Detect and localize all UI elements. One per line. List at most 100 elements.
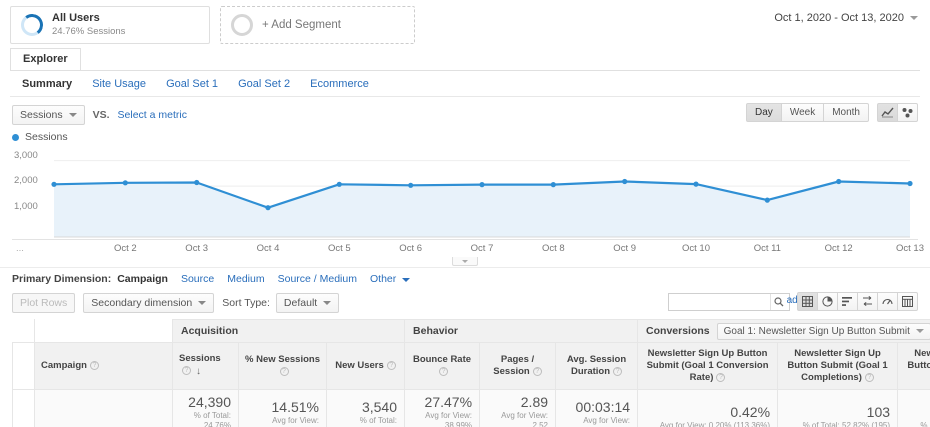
help-icon[interactable]: ?	[864, 372, 874, 382]
summary-new-sessions-pct: 14.51% Avg for View:26.59% (-45.43%)	[238, 388, 327, 427]
sessions-line-chart[interactable]: 3,000 2,000 1,000	[12, 147, 918, 239]
goal-selector-dropdown[interactable]: Goal 1: Newsletter Sign Up Button Submit	[716, 322, 930, 340]
dimension-campaign[interactable]: Campaign	[117, 273, 168, 285]
segment-all-users[interactable]: All Users 24.76% Sessions	[10, 6, 210, 44]
x-axis-tick-oct-6: Oct 6	[399, 243, 423, 254]
subtab-goal-set-2[interactable]: Goal Set 2	[238, 78, 291, 90]
pie-view-icon[interactable]	[817, 292, 838, 311]
subtab-goal-set-1[interactable]: Goal Set 1	[166, 78, 219, 90]
summary-avg-duration-value: 00:03:14	[575, 398, 631, 415]
chart-canvas	[51, 160, 913, 238]
segment-title: All Users	[52, 12, 100, 25]
primary-dimension-label: Primary Dimension:	[12, 273, 112, 285]
summary-checkbox-cell	[12, 388, 35, 427]
segment-donut-icon	[21, 14, 43, 36]
help-icon[interactable]: ?	[182, 366, 191, 375]
pivot-view-icon[interactable]	[897, 292, 918, 311]
column-header-campaign[interactable]: Campaign?	[34, 342, 173, 390]
campaign-data-table: Acquisition Behavior Conversions Goal 1:…	[12, 319, 930, 427]
legend-series-label: Sessions	[25, 131, 68, 143]
table-view-icon[interactable]	[797, 292, 818, 311]
table-column-header-row: Campaign? Sessions? ↓ % New Sessions? New…	[12, 342, 930, 390]
column-label-pages-session: Pages / Session	[493, 353, 535, 377]
dimension-source-medium[interactable]: Source / Medium	[277, 273, 357, 285]
dimension-medium[interactable]: Medium	[227, 273, 265, 285]
sort-type-label: Sort Type:	[222, 297, 270, 309]
primary-metric-dropdown[interactable]: Sessions	[12, 105, 85, 125]
x-axis-tick-oct-3: Oct 3	[185, 243, 209, 254]
summary-sessions: 24,390 % of Total:24.76% (98,519)	[172, 388, 239, 427]
subtab-summary[interactable]: Summary	[22, 78, 73, 90]
summary-new-users-value: 3,540	[361, 398, 398, 415]
chart-collapse-handle[interactable]	[452, 257, 478, 266]
explorer-tab-bar: Explorer	[0, 47, 930, 71]
column-label-goal-value: Newsletter Sign Up Button Submit (Goal 1…	[907, 348, 930, 371]
summary-goal-conversion-rate: 0.42% Avg for View: 0.20% (113.36%)	[637, 388, 779, 427]
column-header-sessions[interactable]: Sessions? ↓	[172, 342, 239, 390]
column-header-goal-completions[interactable]: Newsletter Sign Up Button Submit (Goal 1…	[777, 342, 899, 390]
sort-desc-icon: ↓	[196, 366, 201, 377]
subtab-ecommerce[interactable]: Ecommerce	[310, 78, 369, 90]
column-header-pages-session[interactable]: Pages / Session?	[479, 342, 557, 390]
comparison-view-icon[interactable]	[857, 292, 878, 311]
column-label-sessions: Sessions	[179, 353, 221, 365]
help-icon[interactable]: ?	[439, 366, 449, 376]
granularity-day[interactable]: Day	[746, 103, 782, 122]
group-header-conversions: Conversions Goal 1: Newsletter Sign Up B…	[637, 319, 930, 343]
table-search	[668, 293, 790, 311]
help-icon[interactable]: ?	[613, 366, 623, 376]
date-range-label: Oct 1, 2020 - Oct 13, 2020	[774, 12, 904, 24]
chart-toggle-group: Day Week Month	[746, 103, 918, 122]
column-header-bounce-rate[interactable]: Bounce Rate?	[404, 342, 481, 390]
granularity-week[interactable]: Week	[780, 103, 825, 122]
date-range-picker[interactable]: Oct 1, 2020 - Oct 13, 2020	[774, 12, 918, 24]
dimension-other[interactable]: Other	[370, 273, 411, 285]
column-header-avg-duration[interactable]: Avg. Session Duration?	[555, 342, 639, 390]
help-icon[interactable]: ?	[279, 366, 289, 376]
search-icon[interactable]	[770, 294, 787, 310]
column-header-new-sessions-pct[interactable]: % New Sessions?	[238, 342, 327, 390]
bar-view-icon[interactable]	[837, 292, 858, 311]
add-segment-button[interactable]: + Add Segment	[220, 6, 415, 44]
column-label-goal-completions: Newsletter Sign Up Button Submit (Goal 1…	[787, 348, 888, 383]
help-icon[interactable]: ?	[532, 366, 542, 376]
vs-label: VS.	[92, 109, 110, 121]
subtab-site-usage[interactable]: Site Usage	[92, 78, 147, 90]
search-box[interactable]	[668, 293, 790, 311]
performance-view-icon[interactable]	[877, 292, 898, 311]
chevron-down-icon	[68, 113, 77, 117]
select-metric-link[interactable]: Select a metric	[117, 109, 187, 121]
summary-goal-completions-value: 103	[866, 403, 891, 420]
summary-bounce-rate-value: 27.47%	[424, 393, 473, 410]
search-input[interactable]	[674, 295, 770, 309]
y-axis-label-1000: 1,000	[14, 200, 38, 212]
granularity-month[interactable]: Month	[823, 103, 869, 122]
dimension-source[interactable]: Source	[180, 273, 215, 285]
primary-dimension-row: Primary Dimension: Campaign Source Mediu…	[0, 267, 930, 290]
help-icon[interactable]: ?	[89, 360, 99, 370]
help-icon[interactable]: ?	[716, 372, 726, 382]
summary-pages-session-sub: Avg for View: 2.52(14.71%)	[501, 411, 549, 427]
plot-rows-button[interactable]: Plot Rows	[12, 293, 76, 313]
column-header-goal-value[interactable]: Newsletter Sign Up Button Submit (Goal 1…	[897, 342, 930, 390]
help-icon[interactable]: ?	[386, 360, 396, 370]
summary-avg-duration: 00:03:14 Avg for View:00:03:04 (5.49%)	[555, 388, 639, 427]
chevron-down-icon	[915, 329, 924, 333]
scatter-chart-icon[interactable]	[897, 103, 918, 122]
secondary-dimension-dropdown[interactable]: Secondary dimension	[83, 293, 215, 313]
column-label-new-sessions-pct: % New Sessions	[245, 353, 320, 365]
column-label-new-users: New Users	[335, 359, 384, 371]
conversions-label: Conversions	[646, 325, 710, 337]
column-label-goal-conversion-rate: Newsletter Sign Up Button Submit (Goal 1…	[646, 348, 769, 383]
line-chart-icon[interactable]	[877, 103, 898, 122]
sort-type-dropdown[interactable]: Default	[275, 293, 340, 313]
summary-new-sessions-pct-sub: Avg for View:26.59% (-45.43%)	[255, 416, 319, 427]
column-header-goal-conversion-rate[interactable]: Newsletter Sign Up Button Submit (Goal 1…	[637, 342, 779, 390]
table-summary-row: 24,390 % of Total:24.76% (98,519) 14.51%…	[12, 388, 930, 427]
view-type-buttons	[797, 292, 918, 311]
segment-subtitle: 24.76% Sessions	[52, 26, 126, 38]
column-header-new-users[interactable]: New Users?	[325, 342, 406, 390]
goal-selector-value: Goal 1: Newsletter Sign Up Button Submit	[723, 325, 910, 337]
tab-explorer[interactable]: Explorer	[10, 48, 81, 71]
primary-metric-label: Sessions	[20, 109, 63, 121]
